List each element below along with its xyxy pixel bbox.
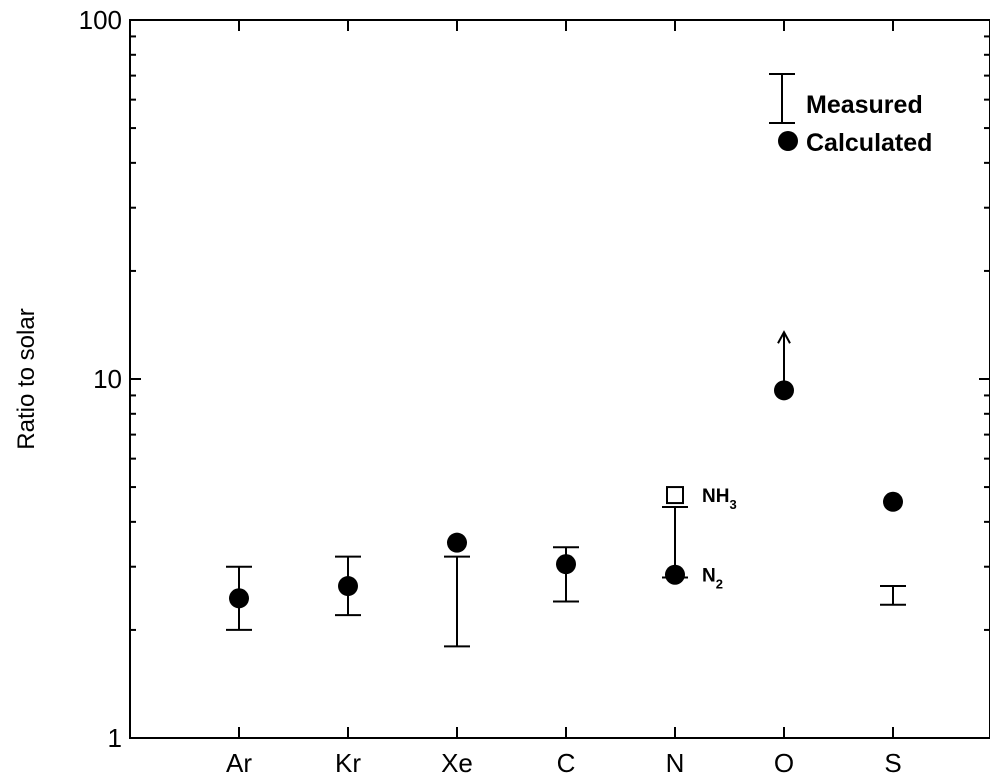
y-axis-title: Ratio to solar xyxy=(13,308,40,449)
point-label: NH3 xyxy=(702,486,737,512)
legend: Measured Calculated xyxy=(769,73,932,157)
legend-label: Measured xyxy=(806,91,923,119)
calculated-point xyxy=(229,588,249,609)
y-axis-ticks: 1 10 100 xyxy=(79,5,990,753)
legend-item: Measured xyxy=(769,73,923,124)
x-tick-label: Kr xyxy=(335,748,361,778)
x-tick-label: Ar xyxy=(226,748,252,778)
calculated-point xyxy=(556,554,576,575)
x-tick-label: N xyxy=(666,748,685,778)
nh3-point xyxy=(666,486,684,505)
x-tick-label: S xyxy=(884,748,901,778)
calculated-point xyxy=(338,576,358,597)
y-tick-label: 1 xyxy=(108,723,122,753)
calculated-point xyxy=(883,491,903,512)
legend-circle-symbol xyxy=(778,131,798,151)
x-tick-label: C xyxy=(557,748,576,778)
calculated-point xyxy=(665,564,685,585)
legend-errorbar-symbol xyxy=(769,73,795,124)
calculated-point xyxy=(447,532,467,553)
measured-error-bar xyxy=(880,585,906,606)
calculated-point xyxy=(774,380,794,401)
y-tick-label: 10 xyxy=(93,364,122,394)
legend-item: Calculated xyxy=(778,129,932,157)
calculated-series xyxy=(229,380,903,609)
y-tick-label: 100 xyxy=(79,5,122,35)
measured-series xyxy=(226,506,906,648)
x-tick-label: O xyxy=(774,748,794,778)
nh3-series xyxy=(666,486,684,505)
point-label: N2 xyxy=(702,566,723,592)
measured-error-bar xyxy=(444,555,470,648)
legend-label: Calculated xyxy=(806,129,932,157)
x-axis-ticks: Ar Kr Xe C N O S xyxy=(226,20,902,778)
x-tick-label: Xe xyxy=(441,748,473,778)
plot-frame xyxy=(129,19,990,739)
point-annotations: N2 NH3 xyxy=(702,486,737,592)
